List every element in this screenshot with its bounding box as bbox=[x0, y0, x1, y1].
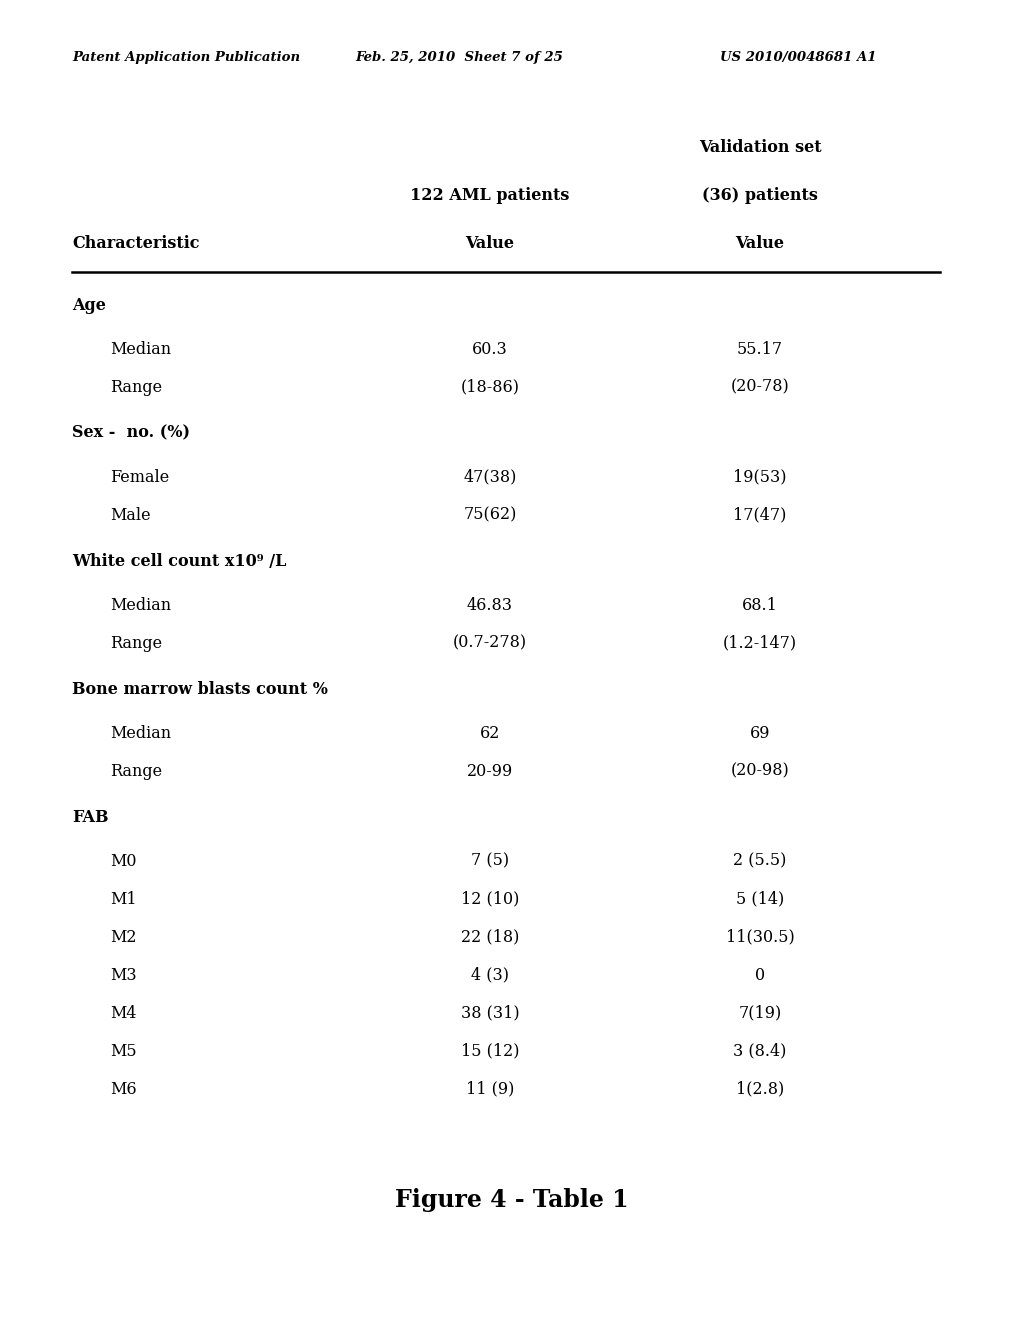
Text: 62: 62 bbox=[480, 725, 500, 742]
Text: 0: 0 bbox=[755, 966, 765, 983]
Text: (20-98): (20-98) bbox=[731, 763, 790, 780]
Text: 4 (3): 4 (3) bbox=[471, 966, 509, 983]
Text: (18-86): (18-86) bbox=[461, 379, 519, 396]
Text: Male: Male bbox=[110, 507, 151, 524]
Text: 5 (14): 5 (14) bbox=[736, 891, 784, 908]
Text: 7 (5): 7 (5) bbox=[471, 853, 509, 870]
Text: Range: Range bbox=[110, 635, 162, 652]
Text: 20-99: 20-99 bbox=[467, 763, 513, 780]
Text: 11(30.5): 11(30.5) bbox=[726, 928, 795, 945]
Text: 15 (12): 15 (12) bbox=[461, 1043, 519, 1060]
Text: 75(62): 75(62) bbox=[463, 507, 517, 524]
Text: M3: M3 bbox=[110, 966, 136, 983]
Text: 3 (8.4): 3 (8.4) bbox=[733, 1043, 786, 1060]
Text: Feb. 25, 2010  Sheet 7 of 25: Feb. 25, 2010 Sheet 7 of 25 bbox=[355, 51, 563, 65]
Text: Figure 4 - Table 1: Figure 4 - Table 1 bbox=[395, 1188, 629, 1212]
Text: Female: Female bbox=[110, 469, 169, 486]
Text: White cell count x10⁹ /L: White cell count x10⁹ /L bbox=[72, 553, 287, 569]
Text: 11 (9): 11 (9) bbox=[466, 1081, 514, 1097]
Text: 7(19): 7(19) bbox=[738, 1005, 781, 1022]
Text: (0.7-278): (0.7-278) bbox=[453, 635, 527, 652]
Text: 2 (5.5): 2 (5.5) bbox=[733, 853, 786, 870]
Text: 1(2.8): 1(2.8) bbox=[736, 1081, 784, 1097]
Text: 55.17: 55.17 bbox=[737, 341, 783, 358]
Text: Sex -  no. (%): Sex - no. (%) bbox=[72, 425, 190, 441]
Text: Range: Range bbox=[110, 379, 162, 396]
Text: 60.3: 60.3 bbox=[472, 341, 508, 358]
Text: Characteristic: Characteristic bbox=[72, 235, 200, 252]
Text: US 2010/0048681 A1: US 2010/0048681 A1 bbox=[720, 51, 877, 65]
Text: Value: Value bbox=[735, 235, 784, 252]
Text: 19(53): 19(53) bbox=[733, 469, 786, 486]
Text: M0: M0 bbox=[110, 853, 136, 870]
Text: M2: M2 bbox=[110, 928, 136, 945]
Text: Validation set: Validation set bbox=[698, 140, 821, 157]
Text: FAB: FAB bbox=[72, 808, 109, 825]
Text: (20-78): (20-78) bbox=[731, 379, 790, 396]
Text: 46.83: 46.83 bbox=[467, 597, 513, 614]
Text: Range: Range bbox=[110, 763, 162, 780]
Text: 122 AML patients: 122 AML patients bbox=[411, 186, 569, 203]
Text: 12 (10): 12 (10) bbox=[461, 891, 519, 908]
Text: Median: Median bbox=[110, 341, 171, 358]
Text: M6: M6 bbox=[110, 1081, 136, 1097]
Text: Median: Median bbox=[110, 725, 171, 742]
Text: 69: 69 bbox=[750, 725, 770, 742]
Text: 47(38): 47(38) bbox=[463, 469, 517, 486]
Text: Median: Median bbox=[110, 597, 171, 614]
Text: 38 (31): 38 (31) bbox=[461, 1005, 519, 1022]
Text: Bone marrow blasts count %: Bone marrow blasts count % bbox=[72, 681, 328, 697]
Text: M1: M1 bbox=[110, 891, 136, 908]
Text: (1.2-147): (1.2-147) bbox=[723, 635, 797, 652]
Text: 68.1: 68.1 bbox=[742, 597, 778, 614]
Text: 22 (18): 22 (18) bbox=[461, 928, 519, 945]
Text: 17(47): 17(47) bbox=[733, 507, 786, 524]
Text: M5: M5 bbox=[110, 1043, 136, 1060]
Text: Value: Value bbox=[466, 235, 514, 252]
Text: (36) patients: (36) patients bbox=[702, 186, 818, 203]
Text: Age: Age bbox=[72, 297, 105, 314]
Text: M4: M4 bbox=[110, 1005, 136, 1022]
Text: Patent Application Publication: Patent Application Publication bbox=[72, 51, 300, 65]
